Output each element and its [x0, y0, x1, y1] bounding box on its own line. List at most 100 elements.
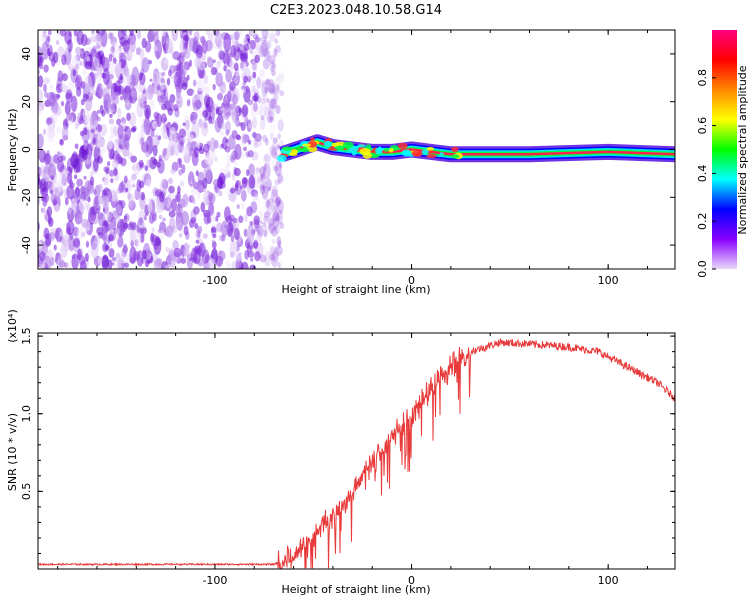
noise-speck [153, 111, 160, 120]
noise-speck [47, 30, 52, 36]
noise-speck [121, 251, 125, 260]
noise-speck [164, 57, 169, 65]
noise-speck [131, 173, 137, 180]
noise-speck [270, 131, 274, 141]
noise-speck [246, 169, 250, 177]
trace-blob [276, 154, 287, 162]
noise-speck [265, 155, 271, 165]
noise-speck [169, 126, 177, 144]
noise-speck [108, 74, 114, 80]
noise-speck [90, 210, 97, 222]
noise-speck [264, 86, 269, 94]
noise-speck [202, 85, 210, 96]
noise-speck [257, 225, 264, 238]
noise-speck [212, 83, 216, 91]
noise-speck [34, 28, 38, 38]
noise-speck [267, 40, 272, 49]
noise-speck [126, 73, 132, 85]
noise-speck [269, 214, 277, 226]
noise-speck [68, 174, 73, 179]
noise-speck [259, 37, 263, 41]
noise-speck [70, 95, 78, 113]
noise-speck [100, 227, 108, 241]
noise-speck [93, 57, 100, 70]
noise-speck [271, 238, 276, 244]
noise-speck [115, 80, 121, 93]
noise-speck [212, 240, 217, 249]
noise-speck [125, 85, 131, 94]
noise-speck [216, 211, 221, 218]
noise-speck [215, 72, 223, 87]
x-tick-label: -100 [202, 574, 227, 587]
noise-speck [174, 194, 179, 202]
noise-speck [263, 153, 272, 162]
noise-speck [268, 253, 275, 261]
noise-speck [101, 56, 110, 72]
noise-speck [138, 210, 146, 220]
noise-speck [277, 172, 283, 184]
noise-speck [262, 178, 267, 190]
noise-speck [211, 239, 215, 243]
noise-speck [243, 228, 248, 237]
x-tick-label: -100 [202, 274, 227, 287]
noise-speck [227, 228, 233, 235]
noise-speck [241, 104, 249, 118]
spectrogram-y-ticks: -40 -20 0 20 40 [20, 47, 675, 254]
noise-speck [260, 97, 267, 105]
noise-speck [267, 79, 276, 93]
noise-speck [214, 117, 222, 133]
noise-speck [186, 99, 191, 107]
noise-speck [161, 103, 167, 111]
noise-speck [229, 240, 238, 258]
noise-speck [81, 67, 87, 76]
noise-speck [198, 61, 206, 71]
noise-speck [144, 260, 150, 268]
noise-speck [272, 246, 280, 260]
noise-speck [190, 217, 197, 224]
noise-speck [263, 35, 267, 42]
noise-speck [108, 61, 117, 74]
noise-speck [167, 107, 173, 116]
noise-speck [86, 56, 91, 63]
noise-speck [120, 95, 124, 101]
noise-speck [53, 51, 59, 64]
noise-speck [75, 63, 80, 70]
noise-speck [179, 128, 186, 138]
noise-speck [177, 185, 181, 194]
noise-speck [233, 76, 239, 84]
noise-speck [271, 161, 277, 167]
noise-speck [276, 144, 280, 150]
noise-speck [267, 186, 271, 192]
noise-speck [116, 118, 121, 126]
noise-speck [38, 149, 44, 160]
noise-speck [53, 203, 61, 213]
noise-speck [259, 183, 265, 190]
noise-speck [269, 145, 277, 156]
noise-speck [90, 176, 95, 186]
noise-speck [102, 87, 110, 101]
noise-speck [181, 194, 189, 208]
noise-speck [64, 101, 71, 115]
noise-speck [193, 147, 199, 159]
noise-speck [270, 189, 279, 203]
spectrogram-y-label: Frequency (Hz) [6, 109, 19, 192]
noise-speck [83, 175, 87, 180]
noise-speck [77, 227, 84, 240]
noise-speck [81, 33, 88, 47]
noise-speck [270, 222, 276, 235]
noise-speck [118, 182, 125, 193]
noise-speck [97, 116, 101, 122]
noise-speck [262, 225, 268, 238]
noise-speck [76, 178, 83, 187]
noise-speck [268, 223, 275, 234]
snr-y-label: SNR (10 * v/v) [6, 413, 19, 491]
noise-speck [196, 191, 201, 200]
noise-speck [150, 98, 155, 110]
trace-blob [451, 154, 460, 159]
noise-speck [33, 182, 37, 188]
noise-speck [107, 136, 114, 150]
noise-speck [150, 232, 155, 243]
noise-speck [262, 58, 270, 70]
noise-speck [233, 217, 238, 224]
noise-speck [252, 30, 257, 38]
